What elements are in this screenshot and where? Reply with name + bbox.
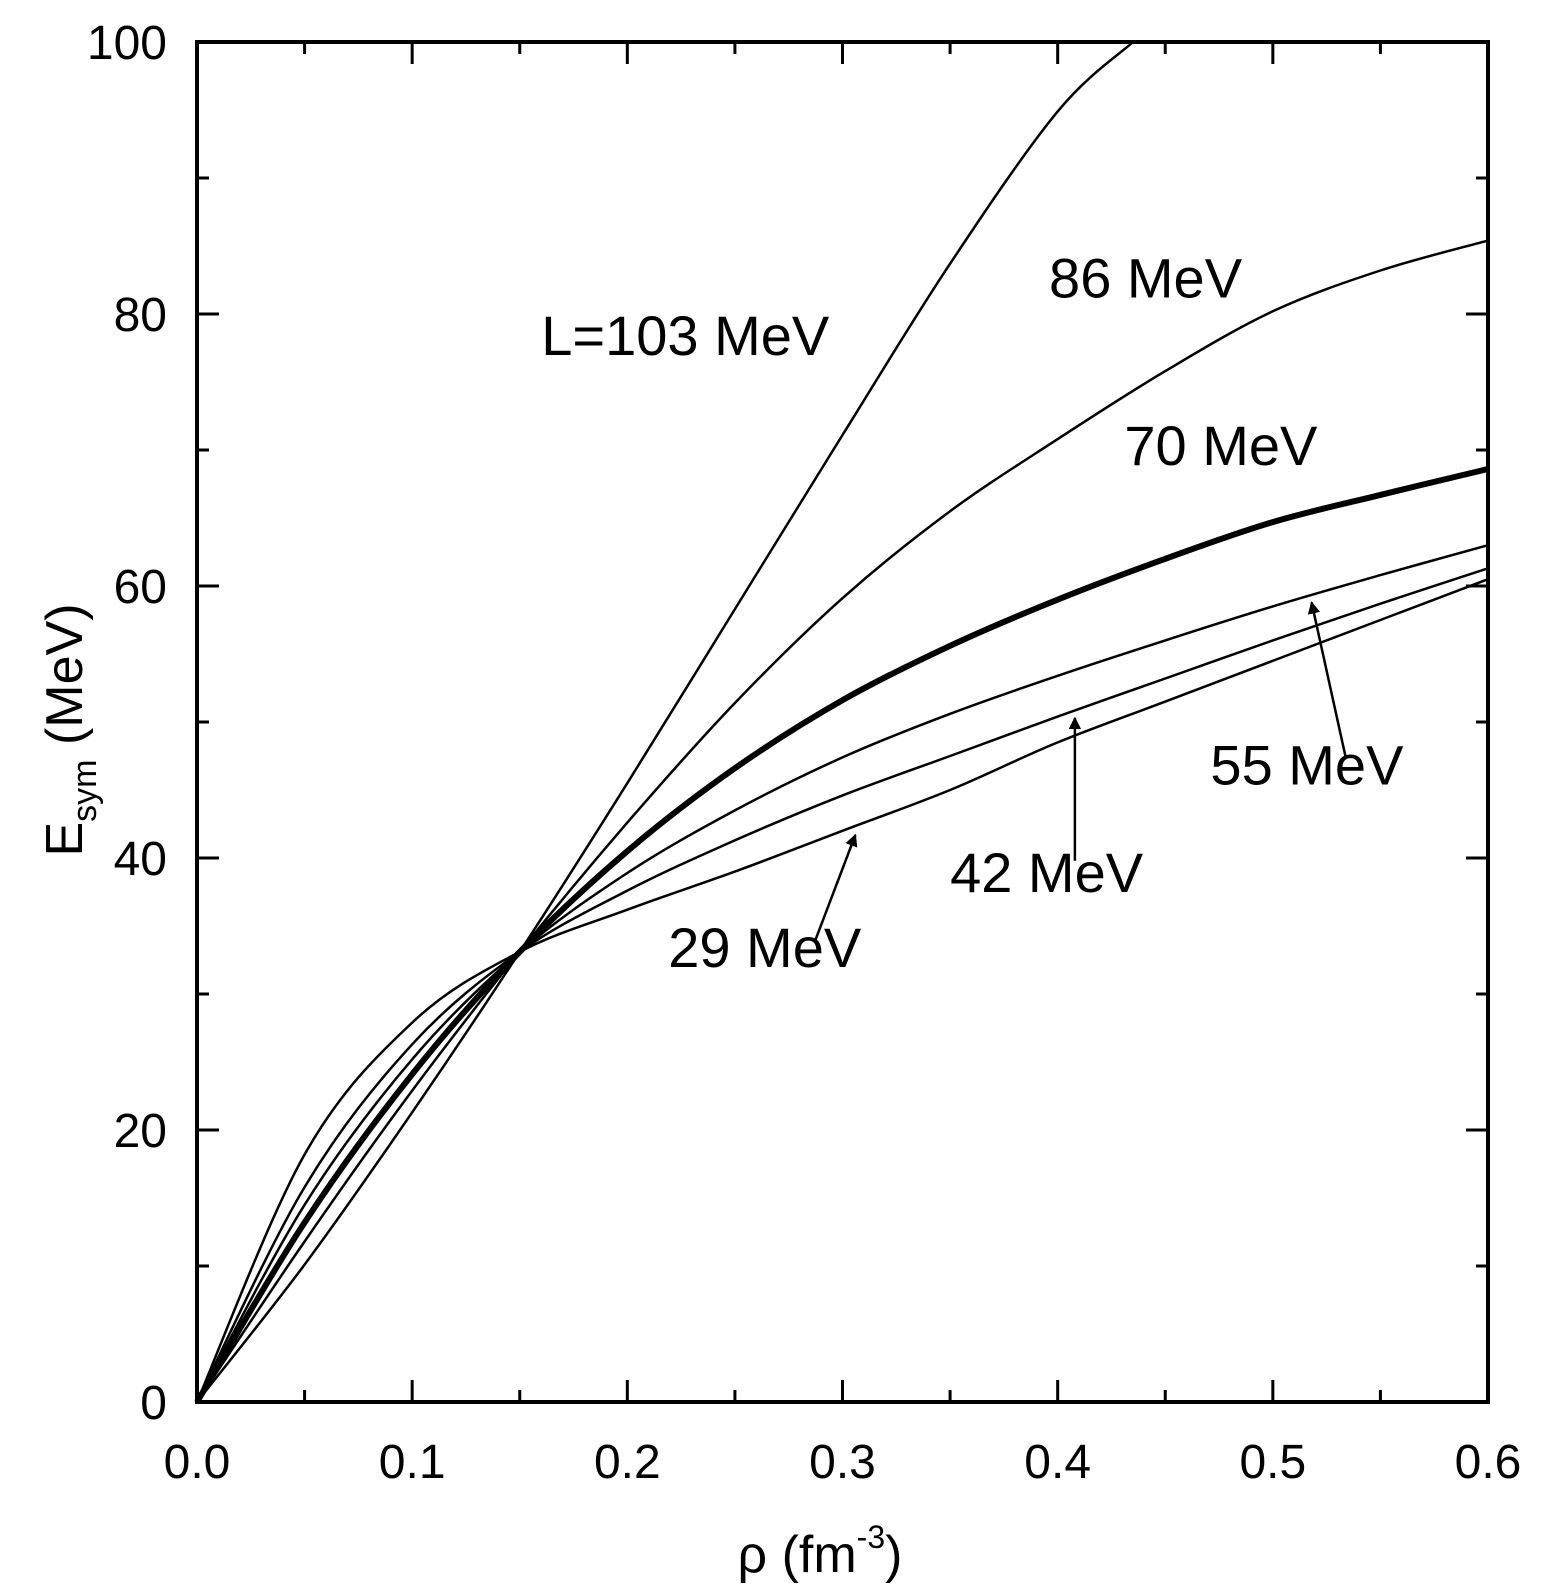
- x-tick-label: 0.4: [1024, 1436, 1091, 1489]
- x-tick-label: 0.2: [594, 1436, 661, 1489]
- series-line-29-mev: [195, 578, 1489, 1403]
- series-line-l-103-mev: [196, 41, 1134, 1403]
- annotation-42-mev: 42 MeV: [950, 841, 1144, 904]
- x-tick-label: 0.5: [1239, 1436, 1306, 1489]
- y-tick-label: 100: [87, 17, 167, 70]
- y-tick-label: 40: [114, 833, 167, 886]
- x-tick-label: 0.0: [164, 1436, 231, 1489]
- y-tick-label: 60: [114, 561, 167, 614]
- y-tick-label: 80: [114, 289, 167, 342]
- series-line-86-mev: [195, 239, 1489, 1403]
- y-tick-label: 0: [140, 1377, 167, 1430]
- annotation-86-mev: 86 MeV: [1049, 247, 1243, 310]
- x-axis-title: ρ (fm-3): [738, 1519, 903, 1584]
- y-axis-title-subscript: sym: [66, 759, 104, 821]
- series-line-42-mev: [195, 567, 1489, 1403]
- annotation-labels: L=103 MeV 86 MeV 70 MeV 55 MeV 42 MeV 29 MeV: [541, 247, 1404, 979]
- annotation-arrows: [813, 601, 1348, 943]
- x-tick-label: 0.1: [379, 1436, 446, 1489]
- arrow-55-mev: [1307, 601, 1348, 759]
- x-tick-label: 0.6: [1455, 1436, 1522, 1489]
- annotation-70-mev: 70 MeV: [1124, 414, 1318, 477]
- plot-frame: [195, 40, 1490, 1404]
- x-axis-title-superscript: -3: [857, 1519, 885, 1555]
- y-tick-label: 20: [114, 1105, 167, 1158]
- annotation-29-mev: 29 MeV: [668, 916, 862, 979]
- x-tick-label: 0.3: [809, 1436, 876, 1489]
- axes: 0.0 0.1 0.2 0.3 0.4 0.5 0.6 0 20 40 60 80 100: [87, 17, 1521, 1489]
- series-layer: [194, 41, 1489, 1404]
- y-axis-title-main: E: [36, 822, 94, 857]
- y-axis-title-rest: (MeV): [36, 603, 94, 759]
- series-line-55-mev: [195, 543, 1489, 1403]
- x-axis-title-close: ): [885, 1526, 902, 1584]
- y-axis-title: Esym (MeV): [36, 603, 104, 856]
- annotation-55-mev: 55 MeV: [1210, 734, 1404, 797]
- x-axis-title-main: ρ (fm: [738, 1526, 857, 1584]
- annotation-l-103-mev: L=103 MeV: [541, 304, 830, 367]
- arrow-29-mev: [813, 833, 858, 943]
- series-line-70-mev: [194, 466, 1489, 1404]
